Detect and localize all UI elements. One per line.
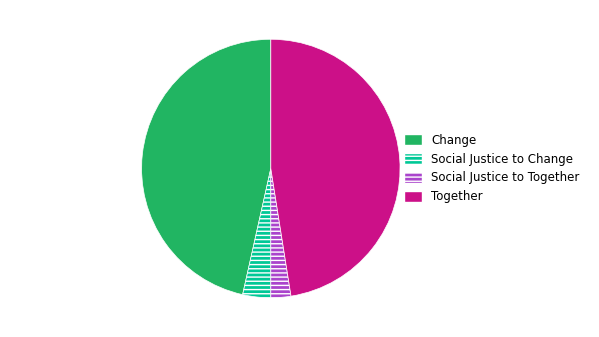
Wedge shape — [243, 168, 271, 298]
Legend: Change, Social Justice to Change, Social Justice to Together, Together: Change, Social Justice to Change, Social… — [400, 129, 585, 208]
Wedge shape — [271, 39, 400, 296]
Wedge shape — [141, 39, 271, 295]
Wedge shape — [271, 168, 291, 298]
